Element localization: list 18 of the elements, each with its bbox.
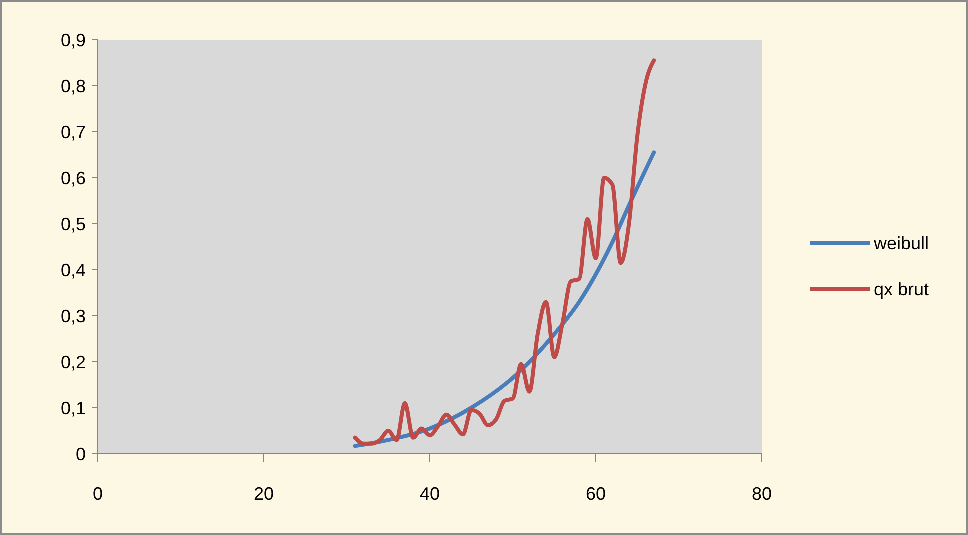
x-tick-label: 20 — [254, 484, 274, 504]
y-tick-label: 0,9 — [60, 30, 86, 50]
y-tick-label: 0,2 — [60, 352, 86, 372]
x-tick-label: 60 — [586, 484, 606, 504]
y-tick-label: 0 — [76, 444, 86, 464]
y-tick-label: 0,6 — [60, 168, 86, 188]
line-series — [353, 58, 656, 446]
y-tick-label: 0,4 — [60, 260, 86, 280]
y-tick-label: 0,7 — [60, 122, 86, 142]
legend-label: weibull — [873, 233, 930, 254]
y-tick-label: 0,1 — [60, 398, 86, 418]
x-tick-label: 0 — [92, 484, 104, 504]
x-tick-label: 80 — [752, 484, 772, 504]
y-tick-label: 0,3 — [60, 306, 86, 326]
legend-label: qx brut — [874, 279, 930, 300]
y-tick-label: 0,5 — [60, 214, 86, 234]
x-tick-label: 40 — [420, 484, 440, 504]
y-tick-label: 0,8 — [60, 76, 86, 96]
